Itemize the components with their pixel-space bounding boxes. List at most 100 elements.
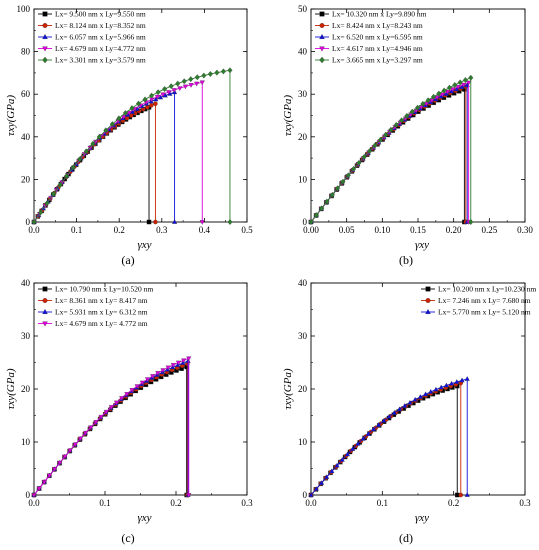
data-point [170, 363, 176, 368]
data-point [361, 153, 367, 160]
series-line [310, 86, 466, 223]
data-point [393, 121, 399, 128]
y-tick-label: 0 [303, 490, 308, 500]
data-point [454, 379, 460, 384]
data-point [83, 148, 89, 155]
y-tick-label: 0 [26, 217, 31, 227]
data-point [88, 425, 94, 431]
legend-marker [42, 46, 48, 52]
data-point [350, 446, 356, 451]
data-point [308, 219, 314, 225]
legend-entry: Lx= 9.500 nm x Ly=9.550 nm [55, 10, 146, 19]
chart-panel-2: 0.00 0.05 0.10 0.15 0.20 0.25 0.30 0 10 20 30 40 50 γ… [282, 4, 533, 267]
data-point [177, 86, 183, 91]
data-point [153, 101, 158, 106]
legend-marker [319, 46, 325, 52]
data-point [165, 365, 171, 371]
x-tick-label: 0.5 [241, 225, 253, 235]
data-point [308, 492, 314, 497]
data-point [188, 83, 194, 88]
data-point [409, 108, 415, 115]
data-point [355, 440, 361, 446]
series-line [310, 385, 458, 496]
series-2 [308, 380, 464, 498]
x-tick-label: 0.3 [519, 498, 531, 508]
legend-entry: Lx= 6.057 nm x Ly=5.966 nm [55, 33, 146, 42]
legend-marker [42, 286, 48, 292]
chart-panel-4: 0.0 0.1 0.2 0.3 0 10 20 30 40 γxy τxy(GPa) Lx= 10.2… [282, 278, 536, 545]
data-point [214, 69, 220, 76]
data-point [434, 95, 440, 101]
x-tick-label: 0.0 [28, 498, 40, 508]
legend-marker [319, 33, 325, 39]
data-point [175, 80, 181, 87]
data-point [370, 426, 377, 432]
y-tick-label: 30 [298, 89, 308, 99]
data-point-break [186, 493, 192, 498]
x-tick-label: 0.25 [481, 225, 497, 235]
data-point [425, 97, 431, 104]
x-axis-title: γxy [415, 239, 429, 251]
legend: Lx= 10.790 nm x Ly=10.520 nm Lx= 8.361 nm… [38, 285, 153, 328]
data-point [62, 454, 68, 460]
legend-entry: Lx= 10.200 nm x Ly=10.230 nm [438, 285, 536, 294]
x-tick-label: 0.1 [377, 498, 388, 508]
legend: Lx= 10.320 nm x Ly=9.890 nm Lx= 8.424 nm … [315, 10, 427, 65]
data-point [339, 457, 345, 462]
series-line [33, 363, 188, 496]
panel-label: (d) [399, 531, 413, 545]
panel-label: (b) [399, 253, 413, 267]
data-point [44, 200, 50, 207]
data-point [207, 71, 213, 77]
series-line [33, 69, 231, 223]
legend-marker [319, 56, 325, 64]
data-point [98, 414, 104, 420]
data-point [41, 480, 47, 485]
data-point [460, 82, 466, 88]
data-point [171, 88, 177, 93]
series-5 [31, 67, 233, 225]
y-tick-label: 20 [298, 132, 308, 142]
data-point [376, 422, 382, 427]
data-point [113, 400, 120, 406]
y-axis-title: τxy(GPa) [282, 368, 294, 410]
data-point [52, 467, 58, 472]
legend-entry: Lx= 7.246 nm x Ly= 7.680 nm [438, 296, 531, 305]
legend-marker [319, 23, 325, 28]
data-point-break [464, 492, 470, 497]
y-tick-label: 30 [298, 331, 308, 341]
data-point [422, 391, 429, 397]
x-tick-label: 0.3 [156, 225, 168, 235]
y-tick-label: 20 [298, 384, 308, 394]
data-point-break [199, 220, 205, 225]
data-point [386, 413, 392, 419]
data-point [372, 142, 378, 149]
data-point [181, 78, 187, 85]
data-point [415, 104, 421, 111]
data-point [186, 356, 192, 362]
data-point-break [146, 219, 152, 225]
legend: Lx= 10.200 nm x Ly=10.230 nm Lx= 7.246 nm… [421, 285, 536, 317]
x-axis-title: γxy [137, 239, 151, 251]
data-point [155, 89, 161, 96]
data-point [356, 159, 362, 166]
data-point [64, 173, 70, 179]
y-tick-label: 40 [21, 132, 31, 142]
data-point [175, 360, 182, 366]
data-point [129, 388, 135, 393]
data-point [365, 431, 371, 436]
series-2 [31, 101, 158, 225]
y-tick-label: 30 [21, 331, 31, 341]
data-point [412, 396, 418, 402]
x-tick-label: 0.10 [374, 225, 390, 235]
data-point [450, 87, 456, 93]
data-point [70, 164, 76, 171]
data-point [57, 181, 63, 188]
data-point [417, 394, 423, 399]
legend-marker [425, 308, 431, 314]
data-point [468, 74, 474, 81]
panel-label: (a) [121, 253, 134, 267]
data-point [108, 405, 114, 410]
data-point [109, 121, 115, 128]
data-point [201, 72, 207, 79]
